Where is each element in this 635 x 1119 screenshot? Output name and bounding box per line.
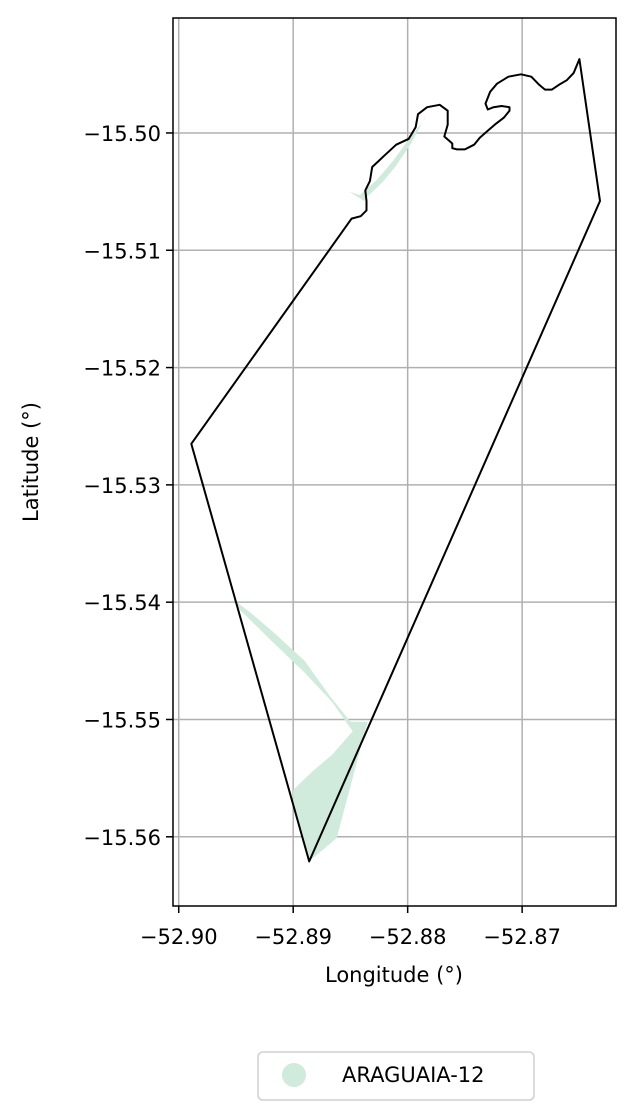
x-tick-label: −52.88	[369, 925, 447, 949]
y-tick-label: −15.52	[83, 357, 161, 381]
legend: ARAGUAIA-12	[257, 1051, 535, 1101]
x-tick-label: −52.90	[140, 925, 218, 949]
y-axis-label: Latitude (°)	[19, 402, 43, 522]
y-tick-label: −15.50	[83, 122, 161, 146]
x-tick-label: −52.89	[254, 925, 332, 949]
x-axis-label: Longitude (°)	[325, 963, 463, 987]
y-axis-ticks: −15.50 −15.51 −15.52 −15.53 −15.54 −15.55 −15.…	[83, 122, 173, 850]
legend-box	[257, 1051, 535, 1101]
x-tick-label: −52.87	[483, 925, 561, 949]
legend-marker	[282, 1063, 306, 1087]
x-axis-ticks: −52.90 −52.89 −52.88 −52.87	[140, 906, 561, 949]
y-tick-label: −15.53	[83, 474, 161, 498]
boundary-outline	[190, 58, 601, 863]
y-tick-label: −15.54	[83, 591, 161, 615]
boundary-polygon	[190, 58, 601, 863]
grid-lines	[173, 18, 616, 906]
y-tick-label: −15.55	[83, 708, 161, 732]
legend-label: ARAGUAIA-12	[342, 1063, 485, 1087]
water-areas	[233, 115, 426, 862]
water-area	[233, 599, 368, 862]
y-tick-label: −15.51	[83, 239, 161, 263]
y-tick-label: −15.56	[83, 826, 161, 850]
plot-frame	[172, 17, 617, 907]
